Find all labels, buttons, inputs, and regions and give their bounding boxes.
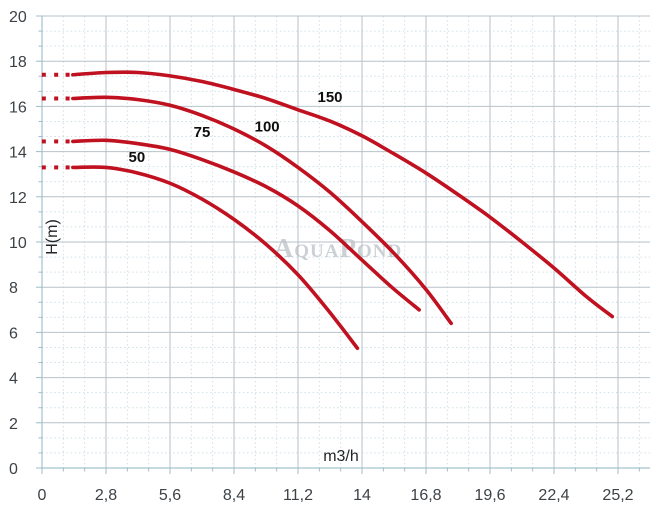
curve-lead-dot-75 [41,139,46,144]
curve-150 [71,70,615,319]
curve-label-150: 150 [317,89,342,106]
y-tick-label: 2 [9,416,18,433]
curve-lead-dot-150 [41,72,46,77]
curve-lead-dot-75 [65,139,70,144]
y-tick-label: 20 [9,9,27,26]
x-tick-label: 14 [353,487,371,504]
x-tick-label: 25,2 [602,487,633,504]
y-tick-label: 12 [9,190,27,207]
y-tick-label: 18 [9,54,27,71]
x-tick-label: 5,6 [159,487,181,504]
y-tick-label: 16 [9,99,27,116]
curve-lead-dot-100 [65,96,70,101]
x-tick-label: 16,8 [410,487,441,504]
y-tick-label: 0 [9,461,18,478]
curve-lead-dot-50 [65,165,70,170]
x-tick-label: 22,4 [538,487,569,504]
x-tick-label: 2,8 [95,487,117,504]
curve-lead-dot-50 [41,165,46,170]
curve-50 [71,165,360,351]
y-tick-label: 14 [9,145,27,162]
curve-label-75: 75 [194,124,211,141]
curve-label-100: 100 [255,118,280,135]
x-tick-label: 0 [38,487,47,504]
curve-lead-dot-100 [41,96,46,101]
y-tick-label: 4 [9,371,18,388]
y-tick-label: 10 [9,235,27,252]
x-tick-label: 19,6 [474,487,505,504]
curve-label-50: 50 [129,149,146,166]
x-axis-title: m3/h [323,448,359,465]
y-axis-title: H(m) [44,219,61,255]
curve-lead-dot-150 [54,72,59,77]
curve-lead-dot-75 [54,139,59,144]
curve-75 [71,138,421,312]
y-tick-label: 8 [9,280,18,297]
y-tick-label: 6 [9,325,18,342]
x-tick-label: 8,4 [223,487,245,504]
curve-lead-dot-150 [65,72,70,77]
x-tick-label: 11,2 [283,487,313,504]
curve-100 [71,95,453,326]
curve-lead-dot-100 [54,96,59,101]
curve-lead-dot-50 [54,165,59,170]
